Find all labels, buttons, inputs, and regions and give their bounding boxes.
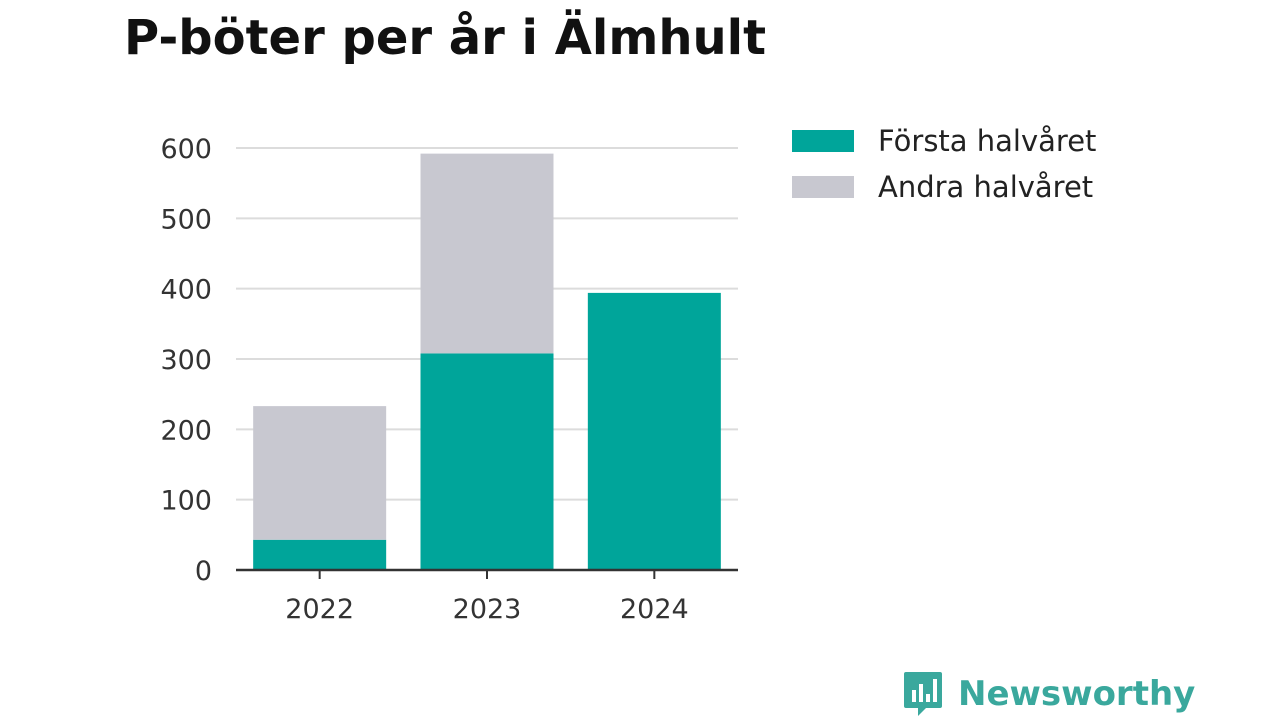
legend-item-series-2: Andra halvåret: [792, 164, 1096, 210]
x-tick-label: 2024: [620, 594, 689, 625]
brand-logo: Newsworthy: [902, 670, 1195, 718]
legend-swatch-series-2: [792, 176, 854, 198]
bar-2022-series-2: [253, 406, 387, 540]
bar-2022-series-1: [253, 539, 387, 570]
x-tick-label: 2023: [453, 594, 522, 625]
legend-label-series-1: Första halvåret: [878, 124, 1097, 158]
brand-name: Newsworthy: [958, 674, 1196, 714]
bar-2023-series-2: [420, 153, 554, 354]
legend-item-series-1: Första halvåret: [792, 118, 1096, 164]
bar-2024-series-1: [587, 292, 721, 570]
bar-2023-series-1: [420, 353, 554, 570]
y-tick-label: 500: [160, 204, 212, 235]
y-tick-label: 600: [160, 134, 212, 165]
newsworthy-logo-icon: [904, 672, 942, 716]
legend-swatch-series-1: [792, 130, 854, 152]
y-tick-label: 400: [160, 275, 212, 306]
axes: 0 100 200 300 400 500 600 2022 2023 2024: [160, 134, 738, 625]
y-tick-label: 100: [160, 486, 212, 517]
y-tick-label: 0: [195, 556, 212, 587]
y-tick-label: 200: [160, 415, 212, 446]
y-tick-label: 300: [160, 345, 212, 376]
legend-label-series-2: Andra halvåret: [878, 170, 1094, 204]
chart-title: P-böter per år i Älmhult: [124, 10, 767, 66]
legend: Första halvåret Andra halvåret: [792, 118, 1096, 210]
x-tick-label: 2022: [285, 594, 354, 625]
bars: [253, 153, 721, 570]
